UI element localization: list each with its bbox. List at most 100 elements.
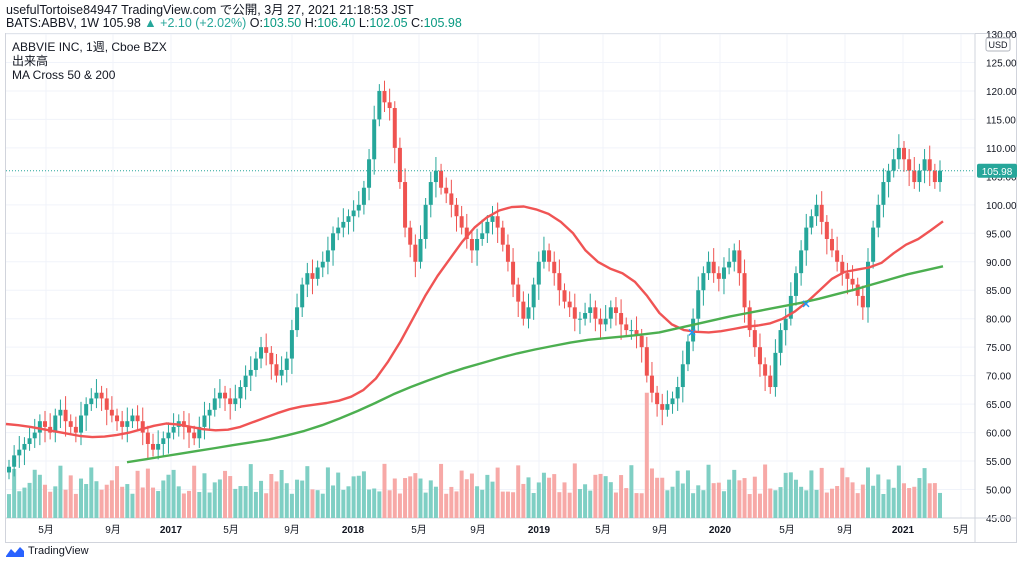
volume-bar bbox=[536, 482, 541, 518]
candle-body bbox=[12, 455, 17, 467]
open-label: O: bbox=[246, 16, 263, 30]
candle-body bbox=[881, 182, 886, 205]
volume-bar bbox=[439, 463, 444, 518]
volume-bar bbox=[829, 488, 834, 518]
candle-body bbox=[125, 421, 130, 427]
legend-volume[interactable]: 出来高 bbox=[12, 54, 49, 68]
candle-body bbox=[711, 261, 716, 274]
volume-bar bbox=[757, 493, 762, 518]
candle-body bbox=[331, 233, 336, 251]
volume-bar bbox=[94, 481, 99, 518]
volume-bar bbox=[171, 469, 176, 518]
tradingview-logo[interactable]: TradingView bbox=[6, 545, 89, 557]
candle-body bbox=[907, 159, 912, 171]
volume-bar bbox=[860, 484, 865, 518]
candle-body bbox=[151, 443, 156, 450]
y-tick-label: 110.00 bbox=[986, 144, 1016, 155]
volume-bar bbox=[644, 392, 649, 518]
candle-body bbox=[73, 426, 78, 433]
volume-bar bbox=[433, 486, 438, 518]
volume-bar bbox=[670, 486, 675, 518]
volume-bar bbox=[696, 485, 701, 518]
candle-body bbox=[84, 404, 89, 416]
candle-body bbox=[135, 415, 140, 422]
volume-bar bbox=[809, 470, 814, 518]
volume-bar bbox=[901, 483, 906, 518]
candle-body bbox=[732, 250, 737, 262]
volume-bar bbox=[516, 465, 521, 518]
volume-bar bbox=[768, 488, 773, 518]
candle-body bbox=[120, 421, 125, 427]
volume-bar bbox=[43, 484, 48, 518]
candle-body bbox=[788, 295, 793, 319]
volume-bar bbox=[259, 480, 264, 518]
volume-bar bbox=[161, 480, 166, 518]
volume-bar bbox=[675, 470, 680, 518]
candle-body bbox=[17, 449, 22, 456]
candle-body bbox=[793, 273, 798, 296]
volume-bar bbox=[377, 491, 382, 518]
candle-body bbox=[536, 261, 541, 285]
ma-cross-marker bbox=[688, 328, 696, 336]
y-tick-label: 130.00 bbox=[986, 30, 1017, 41]
volume-bar bbox=[778, 487, 783, 518]
candle-body bbox=[197, 426, 202, 439]
volume-bar bbox=[706, 464, 711, 518]
volume-bar bbox=[711, 483, 716, 518]
candle-body bbox=[166, 432, 171, 439]
volume-bar bbox=[876, 474, 881, 518]
volume-bar bbox=[187, 490, 192, 518]
candle-body bbox=[819, 204, 824, 222]
candle-body bbox=[629, 330, 634, 332]
y-tick-label: 100.00 bbox=[986, 201, 1017, 212]
candle-body bbox=[464, 227, 469, 239]
volume-bar bbox=[336, 472, 341, 518]
candle-body bbox=[403, 182, 408, 228]
volume-bar bbox=[202, 473, 207, 518]
volume-bar bbox=[156, 491, 161, 518]
volume-bar bbox=[325, 467, 330, 518]
volume-bar bbox=[824, 492, 829, 518]
high-value: 106.40 bbox=[317, 16, 356, 30]
volume-bar bbox=[727, 479, 732, 518]
candle-body bbox=[583, 313, 588, 319]
volume-bar bbox=[109, 480, 114, 518]
candle-body bbox=[444, 187, 449, 194]
candle-body bbox=[562, 290, 567, 302]
volume-bar bbox=[655, 477, 660, 518]
candle-body bbox=[757, 347, 762, 365]
volume-bar bbox=[732, 469, 737, 518]
volume-bar bbox=[300, 480, 305, 518]
volume-bar bbox=[475, 486, 480, 518]
candle-body bbox=[783, 318, 788, 331]
volume-bar bbox=[341, 489, 346, 518]
publish-info: usefulTortoise84947 TradingView.com で公開,… bbox=[6, 3, 414, 17]
legend-ma-cross[interactable]: MA Cross 50 & 200 bbox=[12, 68, 116, 82]
x-tick-label: 5月 bbox=[411, 524, 427, 536]
candle-body bbox=[99, 392, 104, 399]
volume-bar bbox=[140, 487, 145, 518]
volume-bar bbox=[572, 463, 577, 518]
volume-bar bbox=[151, 487, 156, 518]
volume-bar bbox=[819, 467, 824, 518]
volume-bar bbox=[315, 490, 320, 518]
candle-body bbox=[490, 216, 495, 222]
chart-legend: ABBVIE INC, 1週, Cboe BZX 出来高 MA Cross 50… bbox=[12, 40, 167, 82]
candle-body bbox=[423, 204, 428, 239]
volume-bar bbox=[166, 474, 171, 518]
candle-body bbox=[156, 443, 161, 450]
candle-body bbox=[495, 216, 500, 228]
candle-body bbox=[37, 421, 42, 433]
candle-body bbox=[516, 284, 521, 302]
legend-symbol[interactable]: ABBVIE INC, 1週, Cboe BZX bbox=[12, 40, 167, 54]
volume-bar bbox=[382, 463, 387, 518]
candle-body bbox=[171, 426, 176, 433]
volume-bar bbox=[799, 486, 804, 518]
candle-body bbox=[351, 210, 356, 217]
volume-bar bbox=[871, 485, 876, 518]
y-tick-label: 95.00 bbox=[986, 229, 1011, 240]
volume-bar bbox=[351, 476, 356, 518]
candle-body bbox=[588, 307, 593, 314]
volume-bar bbox=[691, 493, 696, 518]
